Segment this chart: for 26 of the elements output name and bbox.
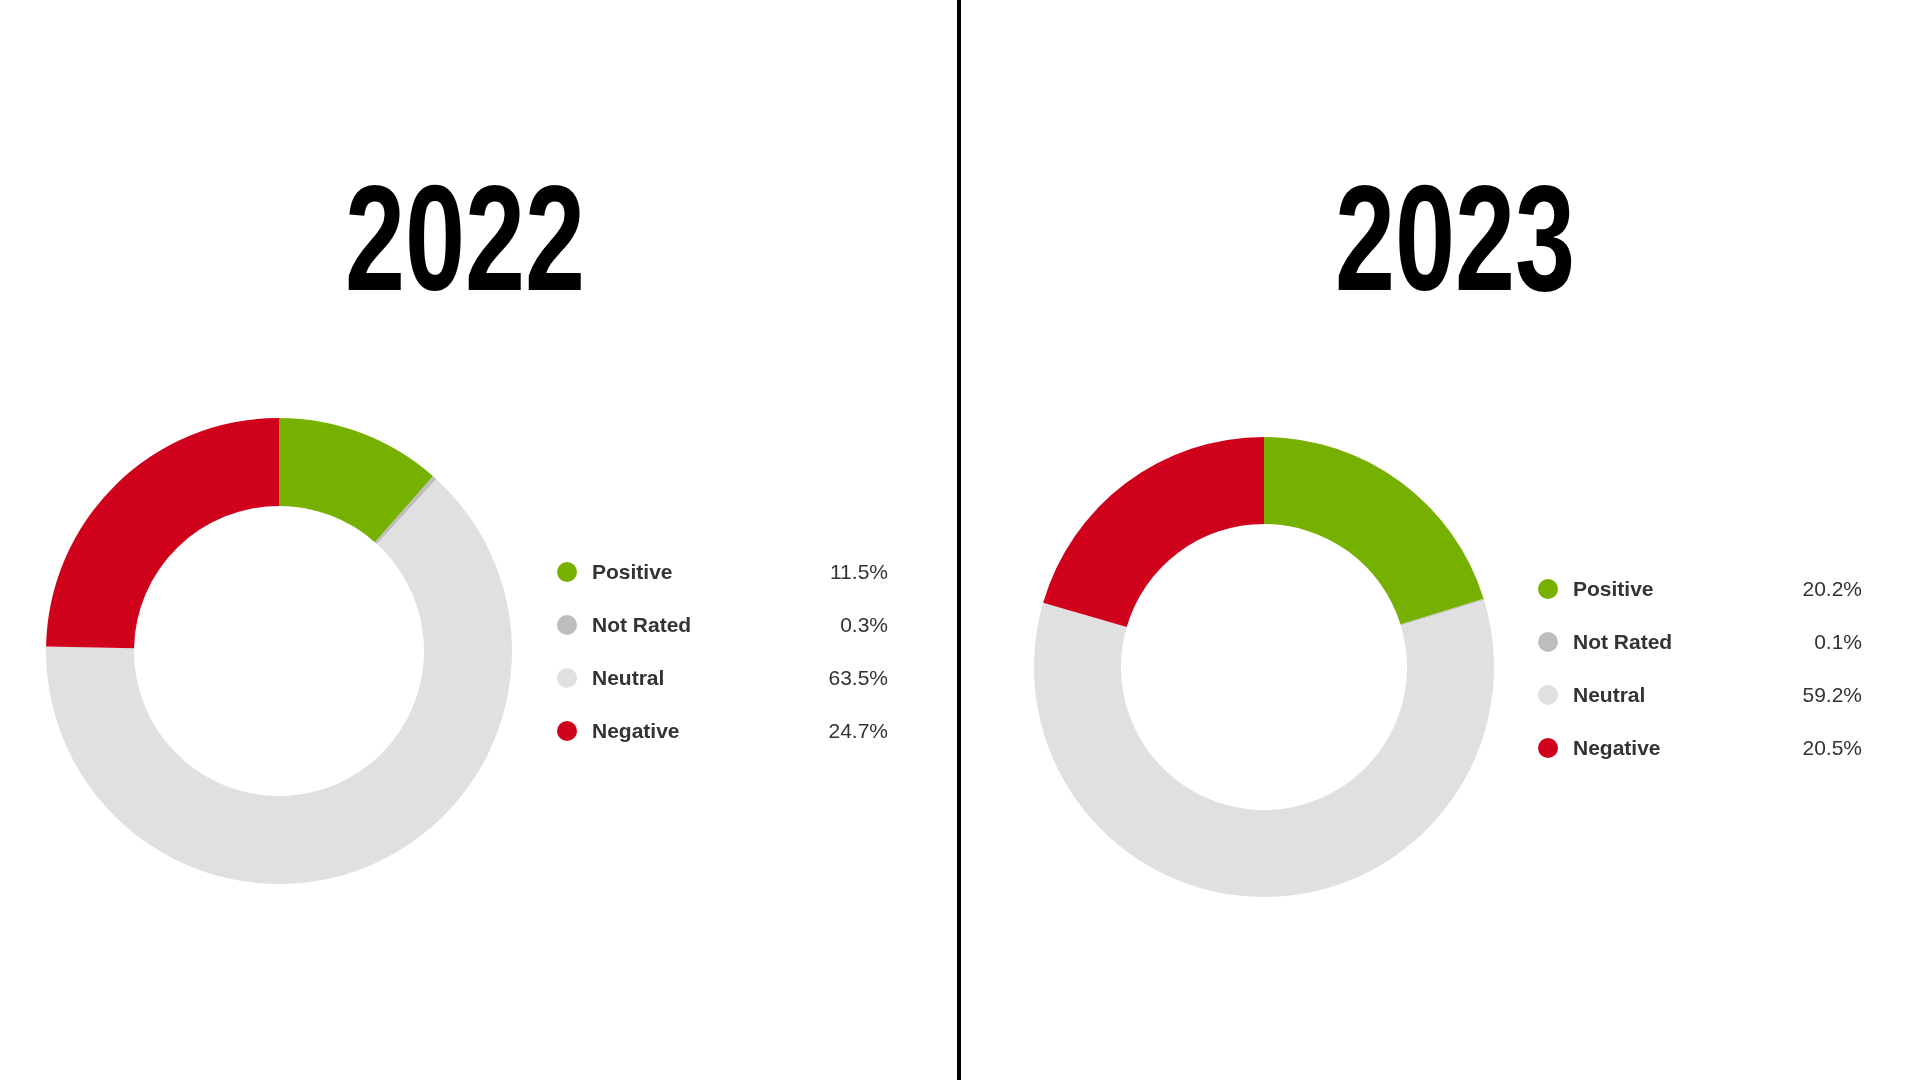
data-label: 59.2% xyxy=(1802,683,1862,707)
legend-label: Negative xyxy=(1573,736,1661,760)
chart-title: 2022 xyxy=(344,154,586,323)
data-label: 0.1% xyxy=(1814,630,1862,654)
legend-label: Positive xyxy=(592,560,673,584)
donut-slice xyxy=(279,418,434,543)
data-label: 0.3% xyxy=(840,613,888,637)
chart-title: 2023 xyxy=(1334,154,1576,323)
legend-label: Neutral xyxy=(592,666,665,690)
legend-label: Positive xyxy=(1573,577,1654,601)
data-label: 24.7% xyxy=(828,719,888,743)
data-label: 63.5% xyxy=(828,666,888,690)
donut-slice xyxy=(1400,598,1485,626)
donut-slice xyxy=(46,479,512,884)
donut-slice xyxy=(374,476,437,545)
legend-label: Not Rated xyxy=(1573,630,1673,654)
donut-slice xyxy=(1034,600,1494,897)
legend-label: Not Rated xyxy=(592,613,692,637)
donut-slice xyxy=(1264,437,1484,625)
data-label: 11.5% xyxy=(830,560,888,584)
legend-label: Neutral xyxy=(1573,683,1646,707)
donut-slice xyxy=(1043,437,1264,628)
data-label: 20.2% xyxy=(1802,577,1862,601)
legend-label: Negative xyxy=(592,719,680,743)
data-label: 20.5% xyxy=(1802,736,1862,760)
donut-slice xyxy=(46,418,279,649)
